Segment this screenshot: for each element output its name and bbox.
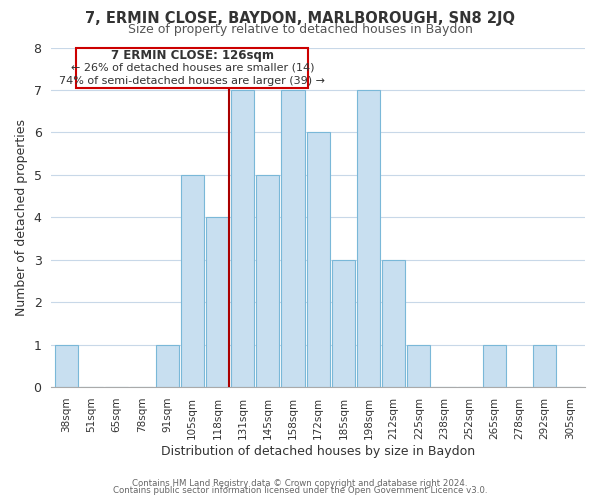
- Bar: [181, 175, 204, 387]
- Text: 7 ERMIN CLOSE: 126sqm: 7 ERMIN CLOSE: 126sqm: [111, 49, 274, 62]
- Bar: [533, 344, 556, 387]
- Bar: [256, 175, 280, 387]
- Text: 7, ERMIN CLOSE, BAYDON, MARLBOROUGH, SN8 2JQ: 7, ERMIN CLOSE, BAYDON, MARLBOROUGH, SN8…: [85, 12, 515, 26]
- X-axis label: Distribution of detached houses by size in Baydon: Distribution of detached houses by size …: [161, 444, 475, 458]
- Bar: [231, 90, 254, 387]
- Text: 74% of semi-detached houses are larger (39) →: 74% of semi-detached houses are larger (…: [59, 76, 325, 86]
- Bar: [307, 132, 330, 387]
- FancyBboxPatch shape: [76, 48, 308, 88]
- Text: Size of property relative to detached houses in Baydon: Size of property relative to detached ho…: [128, 22, 472, 36]
- Bar: [281, 90, 305, 387]
- Text: ← 26% of detached houses are smaller (14): ← 26% of detached houses are smaller (14…: [71, 62, 314, 72]
- Text: Contains public sector information licensed under the Open Government Licence v3: Contains public sector information licen…: [113, 486, 487, 495]
- Bar: [382, 260, 405, 387]
- Y-axis label: Number of detached properties: Number of detached properties: [15, 119, 28, 316]
- Text: Contains HM Land Registry data © Crown copyright and database right 2024.: Contains HM Land Registry data © Crown c…: [132, 478, 468, 488]
- Bar: [357, 90, 380, 387]
- Bar: [155, 344, 179, 387]
- Bar: [407, 344, 430, 387]
- Bar: [206, 218, 229, 387]
- Bar: [55, 344, 78, 387]
- Bar: [483, 344, 506, 387]
- Bar: [332, 260, 355, 387]
